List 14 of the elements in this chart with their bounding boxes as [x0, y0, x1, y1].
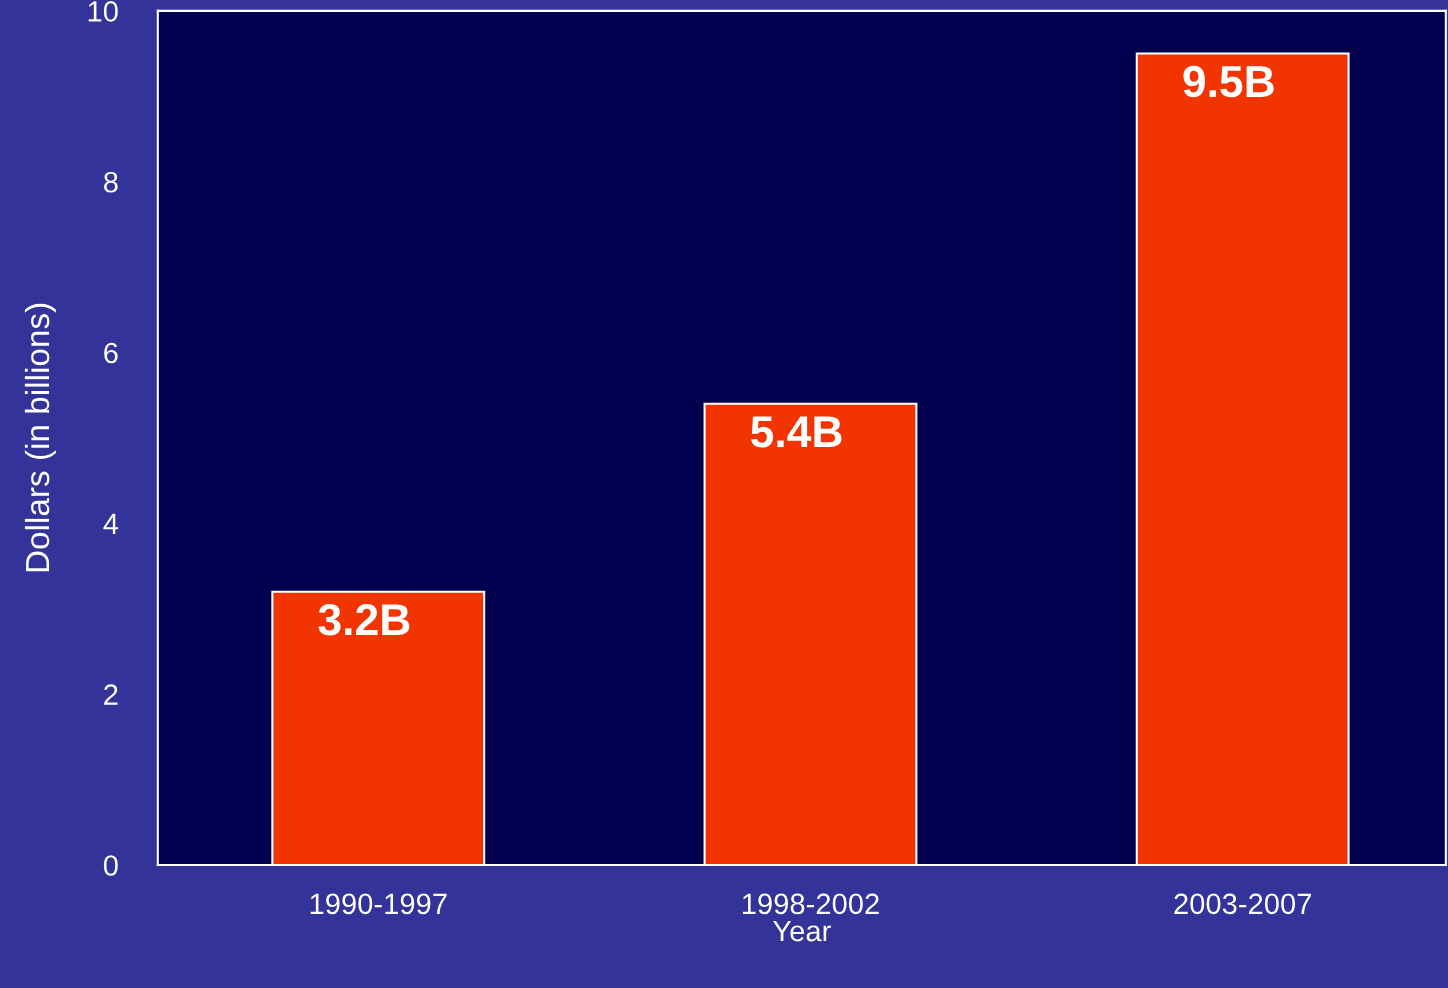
y-tick-label: 10: [88, 1, 118, 22]
y-axis-title: Dollars (in billions): [24, 303, 56, 572]
x-tick-label: 1990-1997: [310, 893, 447, 915]
data-label: 3.2B: [318, 603, 410, 636]
y-tick-label: 4: [103, 513, 119, 534]
y-tick-label: 8: [103, 171, 118, 193]
data-label: 9.5B: [1183, 65, 1274, 98]
y-tick-label: 2: [104, 684, 118, 705]
x-tick-label: 1998-2002: [742, 893, 879, 915]
x-axis-title: Year: [773, 921, 831, 942]
y-tick-label: 6: [104, 342, 118, 364]
data-label: 5.4B: [751, 416, 842, 448]
y-tick-label: 0: [103, 855, 118, 876]
x-tick-label: 2003-2007: [1174, 893, 1311, 915]
